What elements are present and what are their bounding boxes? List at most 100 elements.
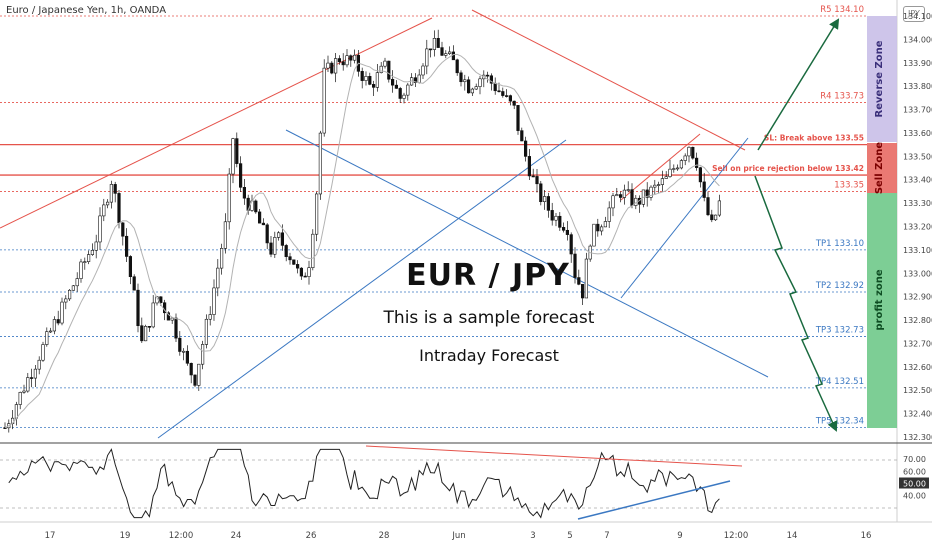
candle-body xyxy=(208,314,212,320)
level-label: TP5 132.34 xyxy=(815,417,864,427)
candle-body xyxy=(542,196,547,203)
forecast-type: Intraday Forecast xyxy=(419,346,559,365)
candle-body xyxy=(345,55,349,66)
candle-body xyxy=(698,167,702,183)
candle-body xyxy=(242,187,247,199)
candle-body xyxy=(368,76,372,85)
candle-body xyxy=(394,84,399,89)
candle-body xyxy=(508,95,513,102)
time-tick-label: 3 xyxy=(530,531,535,541)
candle-body xyxy=(474,86,478,90)
candle-body xyxy=(201,344,205,365)
rsi-current-value: 50.00 xyxy=(903,480,926,489)
candle-body xyxy=(425,48,429,67)
candle-body xyxy=(189,362,193,376)
price-tick-label: 132.800 xyxy=(903,316,932,325)
candle-body xyxy=(166,312,171,321)
price-tick-label: 132.500 xyxy=(903,386,932,395)
price-tick-label: 133.400 xyxy=(903,176,932,185)
candle-body xyxy=(75,278,79,287)
candle-body xyxy=(303,275,307,278)
candle-body xyxy=(406,84,410,96)
candle-body xyxy=(478,78,482,87)
time-tick-label: 24 xyxy=(231,531,242,541)
candle-body xyxy=(147,326,152,328)
candle-body xyxy=(26,377,30,392)
candle-body xyxy=(421,65,425,76)
reverse-zone-label: Reverse Zone xyxy=(874,40,885,117)
candle-body xyxy=(660,178,664,185)
candle-body xyxy=(216,267,220,289)
candle-body xyxy=(364,76,368,81)
candle-body xyxy=(402,94,406,99)
candle-body xyxy=(550,210,554,221)
candle-body xyxy=(702,181,706,198)
tradingview-logo[interactable]: JPY xyxy=(903,6,925,22)
candle-body xyxy=(539,183,543,203)
candle-body xyxy=(694,157,699,168)
candle-body xyxy=(231,138,235,175)
candle-body xyxy=(18,392,22,405)
candle-body xyxy=(60,301,64,324)
candle-body xyxy=(56,319,60,324)
rsi-tick-label: 40.00 xyxy=(903,492,926,501)
price-tick-label: 132.700 xyxy=(903,339,932,348)
candle-body xyxy=(706,197,710,216)
candle-body xyxy=(257,211,262,224)
rsi-support-trendline xyxy=(577,480,731,520)
candle-body xyxy=(41,344,45,361)
price-tick-label: 133.700 xyxy=(903,106,932,115)
candle-body xyxy=(592,223,596,247)
sell-zone-box xyxy=(867,143,897,193)
candle-body xyxy=(352,54,357,61)
forecast-subtitle: This is a sample forecast xyxy=(383,308,595,328)
price-tick-label: 133.900 xyxy=(903,59,932,68)
time-tick-label: 16 xyxy=(861,531,872,541)
main-title: EUR / JPY xyxy=(406,258,570,293)
candle-body xyxy=(37,359,41,370)
candle-body xyxy=(520,130,524,142)
candle-body xyxy=(603,221,607,228)
price-tick-label: 134.100 xyxy=(903,12,932,21)
price-axis: 134.100 134.000 133.900 133.800 133.700 133.6… xyxy=(903,12,932,442)
candle-body xyxy=(679,160,683,169)
candle-body xyxy=(668,168,672,177)
candle-body xyxy=(580,284,585,299)
candle-body xyxy=(618,194,623,198)
candle-body xyxy=(337,58,342,63)
price-tick-label: 132.600 xyxy=(903,363,932,372)
candle-body xyxy=(428,48,433,51)
candle-body xyxy=(653,184,657,188)
candle-body xyxy=(664,176,668,179)
candle-body xyxy=(273,237,277,255)
upper-channel-trendline xyxy=(0,17,433,229)
bearish-forecast-arrow xyxy=(754,175,838,432)
time-axis: 17 19 12:00 24 26 28 Jun 3 5 7 9 12:00 14 16 xyxy=(45,531,872,541)
candle-body xyxy=(577,277,581,285)
candle-body xyxy=(432,38,437,50)
candle-body xyxy=(413,77,418,83)
candle-body xyxy=(295,264,300,269)
candle-body xyxy=(497,90,501,93)
candle-body xyxy=(341,61,345,66)
candle-body xyxy=(326,62,330,69)
candle-body xyxy=(558,215,562,228)
time-tick-label: 7 xyxy=(604,531,609,541)
level-label: TP1 133.10 xyxy=(815,239,864,249)
candle-body xyxy=(261,222,266,226)
candle-body xyxy=(185,350,190,364)
candle-body xyxy=(501,91,505,96)
candle-body xyxy=(390,78,395,86)
candle-body xyxy=(717,200,721,216)
candle-body xyxy=(121,222,125,237)
candle-body xyxy=(182,350,186,353)
candle-body xyxy=(554,215,558,221)
candle-body xyxy=(546,196,550,211)
candle-body xyxy=(398,88,402,99)
wedge-upper-trendline xyxy=(620,133,701,201)
sell-zone-label: Sell Zone xyxy=(874,142,885,195)
candle-body xyxy=(333,58,338,74)
candle-body xyxy=(360,71,364,81)
candle-body xyxy=(87,254,91,262)
